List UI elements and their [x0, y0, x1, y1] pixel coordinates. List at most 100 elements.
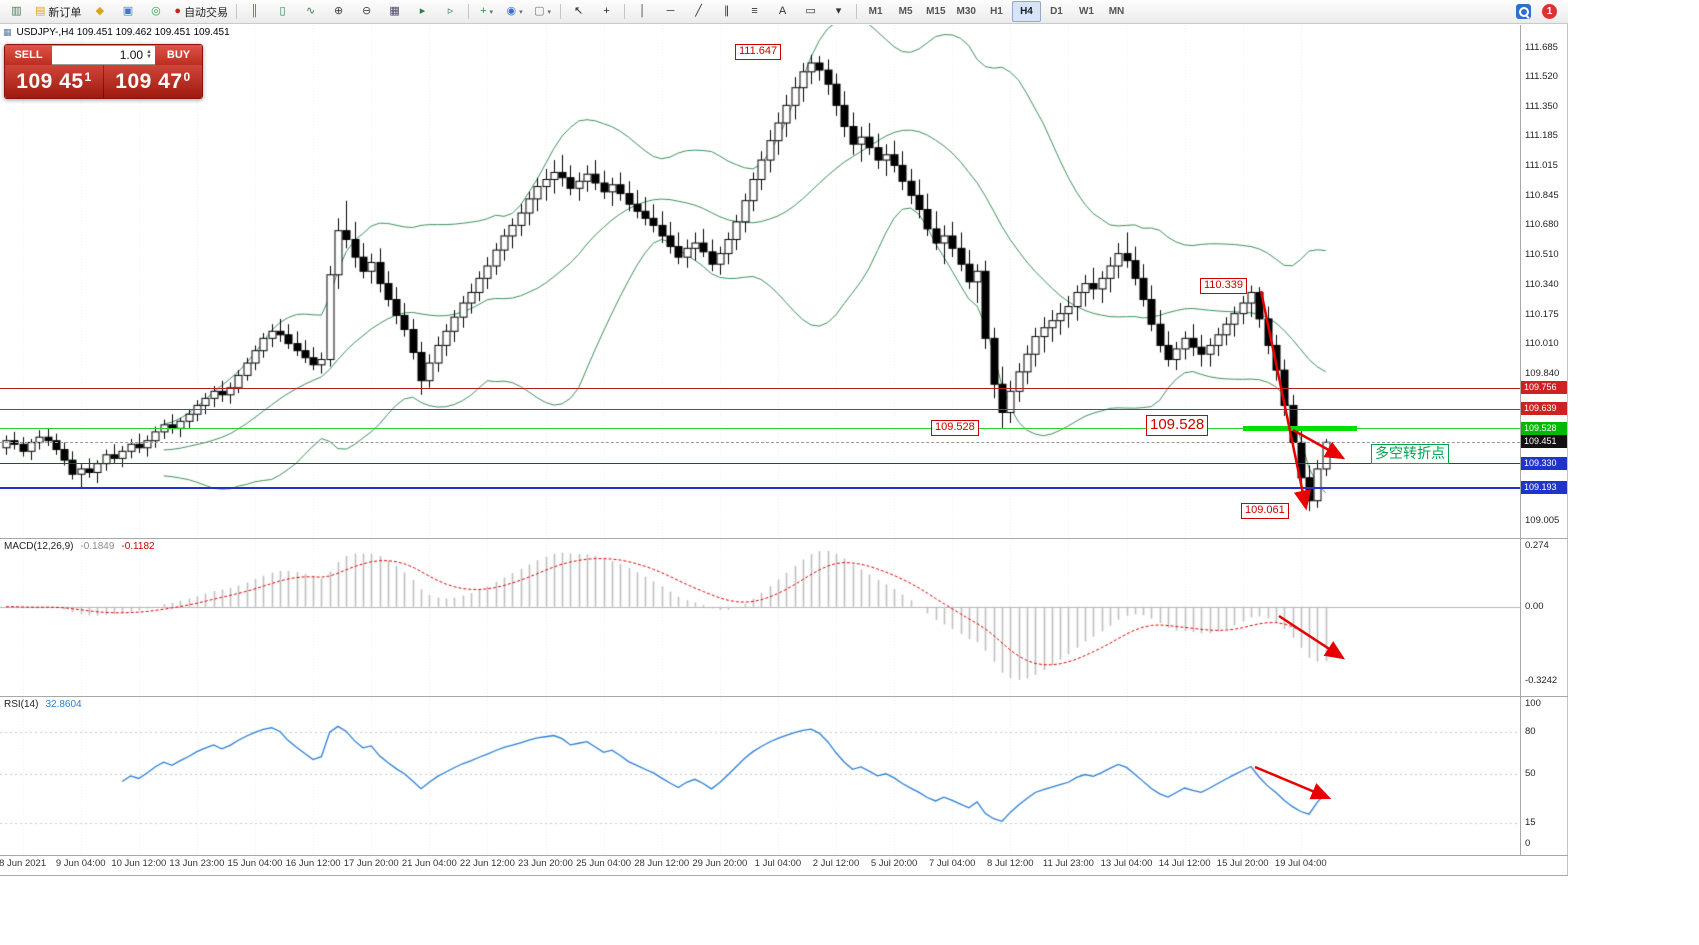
bar-chart-icon[interactable]: ║	[241, 1, 268, 22]
new-order-button[interactable]: ▤ 新订单	[31, 1, 85, 22]
price-axis-tick: 110.010	[1525, 337, 1559, 349]
timeframe-m15[interactable]: M15	[926, 6, 946, 17]
terminal-icon[interactable]: ▣	[114, 1, 141, 22]
timeframe-h1[interactable]: H1	[990, 6, 1003, 17]
timeframe-w1[interactable]: W1	[1078, 6, 1094, 17]
periods-icon-caret[interactable]: ▾	[519, 8, 523, 16]
vertical-line-icon[interactable]: │	[629, 1, 656, 22]
symbol-info: ▦ USDJPY-,H4 109.451 109.462 109.451 109…	[3, 27, 230, 38]
panel-separator[interactable]	[0, 696, 1568, 697]
notification-badge[interactable]: 1	[1542, 4, 1557, 19]
price-annotation[interactable]: 109.528	[931, 420, 979, 436]
time-axis-label: 9 Jun 04:00	[55, 858, 106, 869]
timeframe-m30[interactable]: M30	[956, 6, 976, 17]
horizontal-line-icon[interactable]: ─	[657, 1, 684, 22]
periods-icon[interactable]: ◉ ▾	[501, 1, 528, 22]
chart-window-icon[interactable]: ▥	[3, 1, 30, 22]
chart-window-icon: ▥	[11, 5, 22, 17]
timeframe-h4[interactable]: H4	[1011, 1, 1041, 22]
crosshair-icon: +	[603, 5, 610, 17]
timeframe-mn[interactable]: MN	[1108, 6, 1125, 17]
auto-scroll-icon[interactable]: ▸	[409, 1, 436, 22]
sell-button[interactable]: SELL	[5, 45, 52, 65]
trendline-icon[interactable]: ╱	[685, 1, 712, 22]
text-tool-icon[interactable]: A	[769, 1, 796, 22]
lot-decrease-icon[interactable]: ▼	[146, 54, 152, 60]
bid-price[interactable]: 109 45 1	[5, 65, 103, 98]
zoom-in-icon[interactable]: ⊕	[325, 1, 352, 22]
horizontal-line-object[interactable]	[0, 387, 1520, 389]
ask-price[interactable]: 109 47 0	[103, 65, 202, 98]
rsi-value: 32.8604	[45, 699, 82, 710]
templates-icon: ▢	[534, 5, 545, 17]
timeframe-d1[interactable]: D1	[1050, 6, 1063, 17]
candlestick-chart-icon[interactable]: ▯	[269, 1, 296, 22]
autotrading-button[interactable]: ● 自动交易	[170, 1, 232, 22]
new-chart-icon[interactable]: + ▾	[473, 1, 500, 22]
macd-panel-canvas[interactable]	[0, 539, 1520, 696]
time-axis-label: 15 Jul 20:00	[1216, 858, 1269, 869]
search-icon[interactable]	[1516, 4, 1531, 19]
time-axis-label: 15 Jun 04:00	[227, 858, 283, 869]
price-line-tag: 109.639	[1521, 402, 1567, 416]
cursor-icon[interactable]: ↖	[565, 1, 592, 22]
new-chart-icon-caret[interactable]: ▾	[489, 8, 494, 16]
autotrading-button: ●	[174, 5, 182, 17]
price-annotation[interactable]: 110.339	[1200, 278, 1247, 294]
templates-icon-caret[interactable]: ▾	[547, 8, 552, 16]
crosshair-icon[interactable]: +	[593, 1, 620, 22]
candlestick-chart-icon: ▯	[279, 5, 286, 17]
time-axis-label: 23 Jun 20:00	[518, 858, 573, 869]
horizontal-line-object[interactable]	[0, 408, 1520, 410]
zoom-out-icon[interactable]: ⊖	[353, 1, 380, 22]
horizontal-line-object[interactable]	[0, 428, 1520, 430]
price-axis-tick: 111.015	[1525, 160, 1558, 172]
price-axis-tick: 111.520	[1525, 71, 1558, 83]
turning-point-label[interactable]: 多空转折点	[1371, 444, 1449, 464]
chart-shift-icon[interactable]: ▹	[437, 1, 464, 22]
chart-shift-icon: ▹	[447, 5, 454, 17]
strategy-tester-icon[interactable]: ◎	[142, 1, 169, 22]
price-axis-tick: 110.340	[1525, 279, 1559, 291]
price-annotation[interactable]: 109.528	[1146, 415, 1209, 436]
panel-separator[interactable]	[0, 538, 1568, 539]
time-axis-label: 25 Jun 04:00	[576, 858, 632, 869]
lot-spinner[interactable]: ▲ ▼	[146, 49, 152, 60]
line-chart-icon[interactable]: ∿	[297, 1, 324, 22]
time-axis-label: 19 Jul 04:00	[1274, 858, 1327, 869]
time-axis-label: 10 Jun 12:00	[111, 858, 167, 869]
horizontal-line-object[interactable]	[0, 463, 1520, 465]
price-scale-separator	[1520, 25, 1521, 856]
shapes-dropdown-icon[interactable]: ▾	[825, 1, 852, 22]
fibonacci-icon[interactable]: ≡	[741, 1, 768, 22]
rsi-name: RSI(14)	[4, 699, 39, 710]
rsi-axis-tick: 15	[1525, 817, 1536, 828]
horizontal-line-object[interactable]	[0, 486, 1520, 489]
time-axis-label: 8 Jun 2021	[0, 858, 47, 869]
trendline-icon: ╱	[695, 5, 702, 17]
lot-increase-icon[interactable]: ▲	[146, 49, 152, 55]
price-axis-tick: 111.350	[1525, 101, 1558, 113]
current-price-line[interactable]	[0, 441, 1520, 443]
time-axis-label: 11 Jul 23:00	[1042, 858, 1094, 869]
label-tool-icon[interactable]: ▭	[797, 1, 824, 22]
templates-icon[interactable]: ▢ ▾	[529, 1, 556, 22]
buy-button[interactable]: BUY	[155, 45, 202, 65]
cursor-icon: ↖	[573, 5, 584, 17]
price-annotation[interactable]: 109.061	[1241, 503, 1289, 519]
price-annotation[interactable]: 111.647	[735, 44, 782, 60]
price-axis-tick: 110.845	[1525, 190, 1559, 202]
time-axis-label: 13 Jun 23:00	[169, 858, 225, 869]
lot-size-input[interactable]: 1.00 ▲ ▼	[52, 45, 155, 65]
equidistant-channel-icon[interactable]: ∥	[713, 1, 740, 22]
timeframe-m1[interactable]: M1	[868, 6, 883, 17]
tile-windows-icon[interactable]: ▦	[381, 1, 408, 22]
metaeditor-icon[interactable]: ◆	[86, 1, 113, 22]
macd-axis-tick: 0.00	[1525, 601, 1544, 612]
rsi-axis-tick: 100	[1525, 698, 1541, 709]
price-axis-tick: 110.175	[1525, 308, 1559, 320]
price-axis-tick: 109.005	[1525, 515, 1560, 527]
support-highlight-segment[interactable]	[1243, 426, 1357, 432]
timeframe-m5[interactable]: M5	[898, 6, 913, 17]
